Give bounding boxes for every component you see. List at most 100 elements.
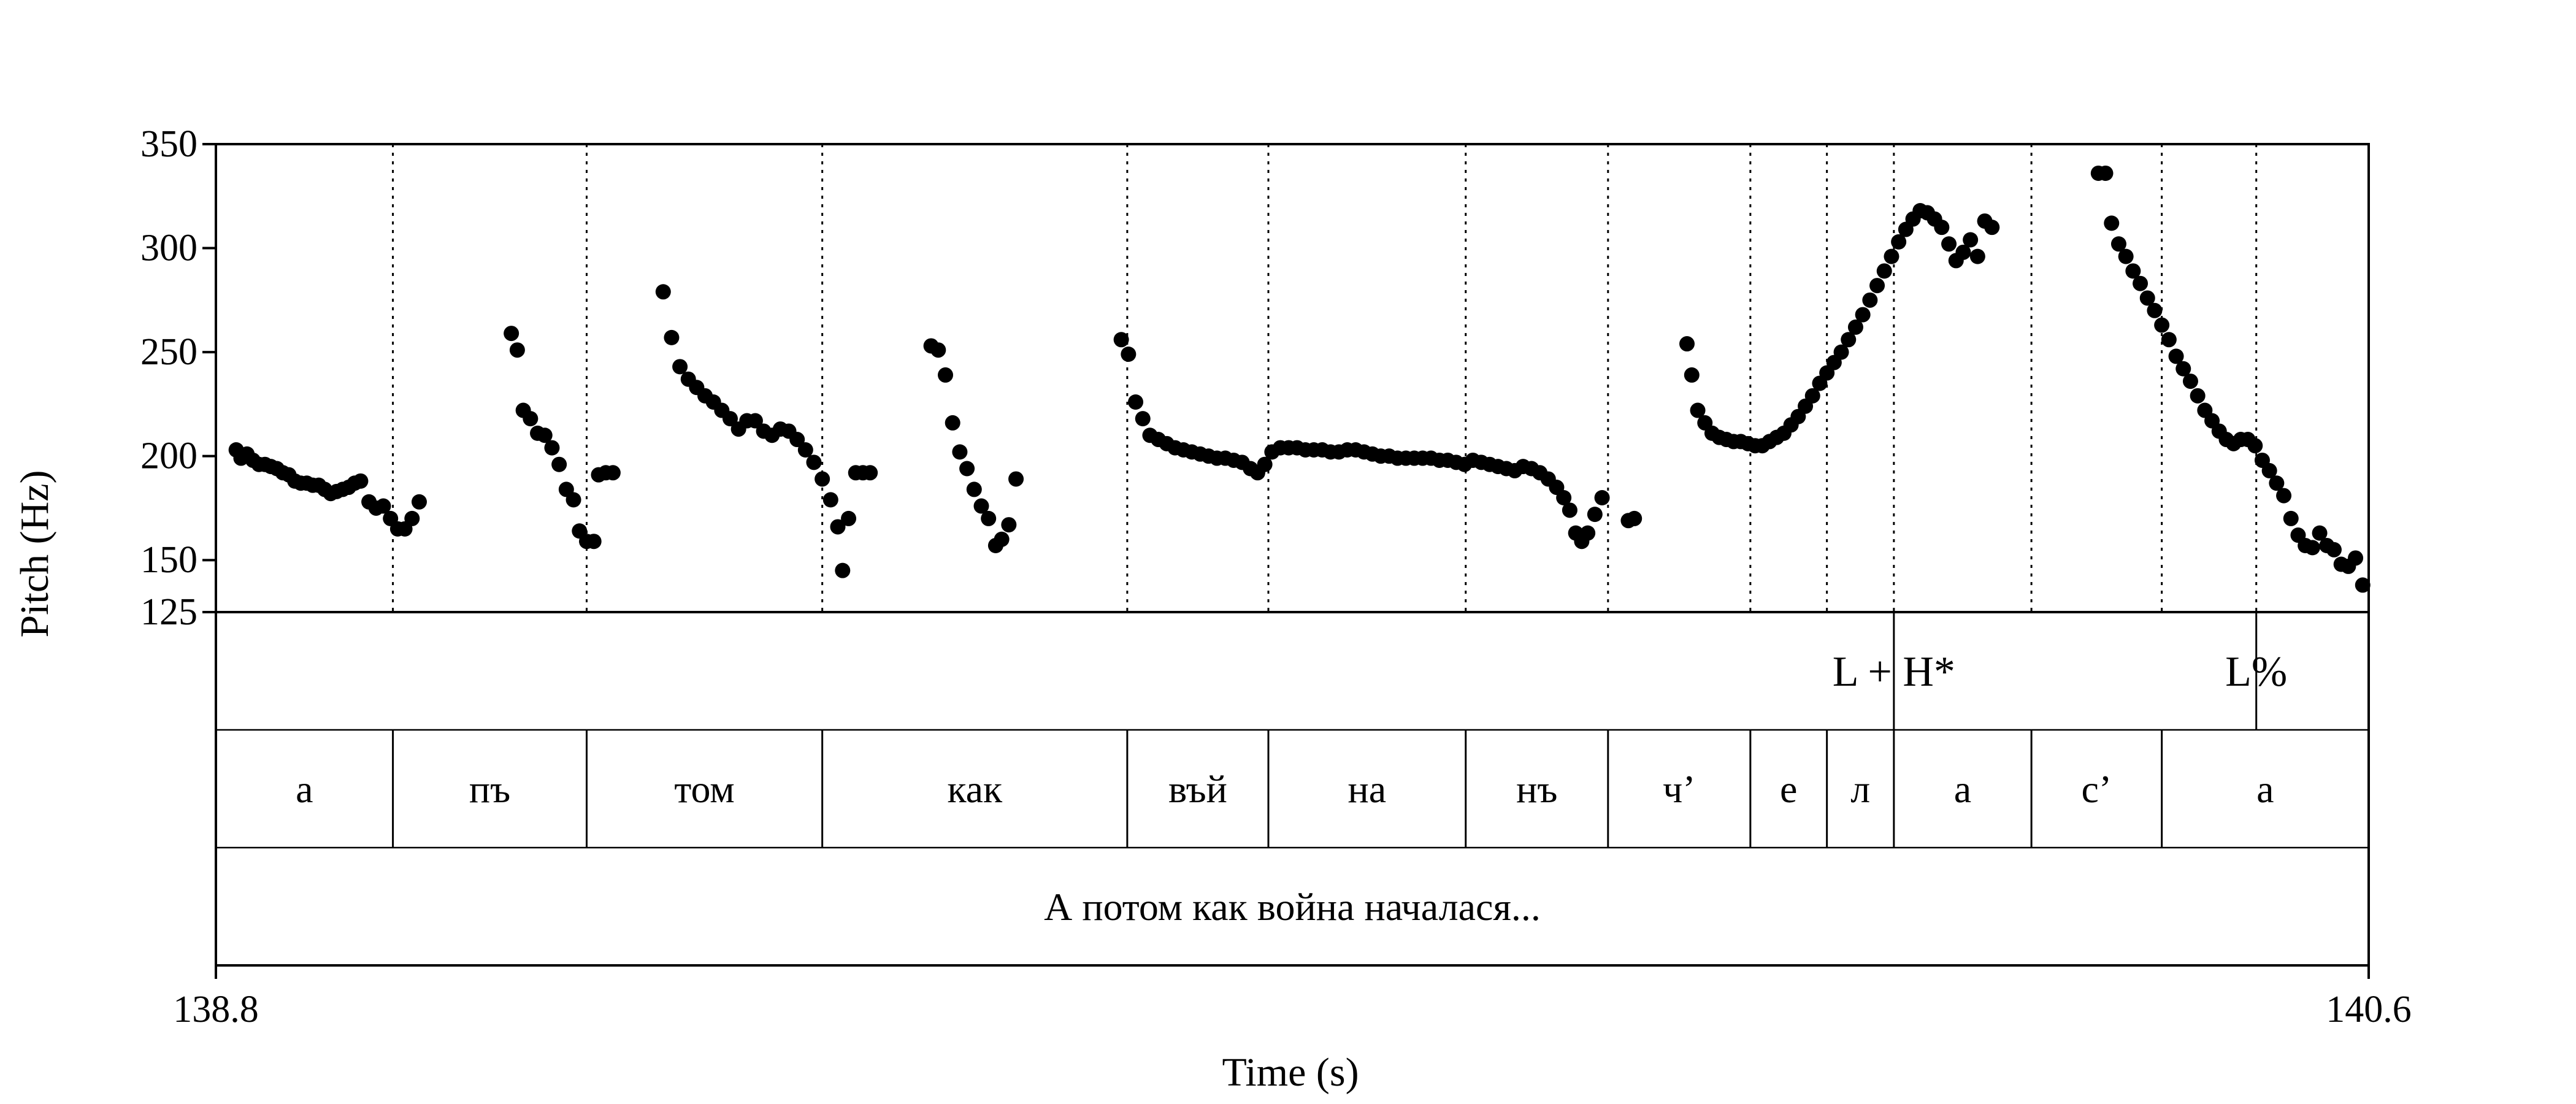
tone-tier: L + H* L% [1833, 612, 2287, 730]
y-tick-label: 350 [140, 123, 197, 165]
plot-frame [215, 143, 2370, 967]
pitch-point [412, 494, 427, 510]
pitch-point [994, 531, 1010, 547]
y-tick-label: 200 [140, 435, 197, 477]
pitch-point [1128, 394, 1144, 410]
pitch-point [1001, 517, 1017, 533]
pitch-point [565, 492, 581, 508]
pitch-point [1869, 278, 1885, 294]
pitch-point [1804, 388, 1820, 404]
pitch-point [1008, 471, 1024, 487]
pitch-point [1562, 502, 1577, 518]
pitch-point [1135, 411, 1151, 427]
pitch-point [2175, 361, 2191, 377]
pitch-point [806, 454, 822, 470]
pitch-point [1876, 263, 1892, 279]
pitch-point [551, 456, 567, 472]
segment-tier: а пъ том как въй на нъ ч’ е л а с’ а [296, 730, 2274, 848]
segment-label: а [1954, 767, 1971, 811]
pitch-point [523, 411, 539, 427]
segment-label: пъ [469, 767, 510, 811]
pitch-point [2276, 488, 2292, 504]
pitch-point [830, 519, 846, 535]
pitch-point [723, 411, 738, 427]
segment-label: л [1850, 767, 1870, 811]
pitch-point [664, 329, 680, 345]
segment-label: е [1780, 767, 1797, 811]
pitch-point [2168, 348, 2184, 364]
pitch-point [2133, 275, 2149, 291]
pitch-point [2312, 525, 2328, 541]
segment-label: нъ [1516, 767, 1557, 811]
pitch-point [1121, 347, 1137, 362]
pitch-point [822, 492, 838, 508]
boundary-lines [392, 144, 2258, 612]
y-tick-label: 125 [140, 591, 197, 633]
pitch-point [1580, 525, 1596, 541]
pitch-point [952, 444, 968, 460]
pitch-point [841, 510, 857, 526]
pitch-point [509, 342, 525, 358]
pitch-point [2355, 577, 2371, 593]
pitch-point [1113, 332, 1129, 348]
pitch-point [1969, 248, 1985, 264]
tone-label: L% [2225, 648, 2287, 696]
pitch-point [2139, 290, 2155, 306]
pitch-point [605, 465, 621, 481]
pitch-point [2261, 462, 2277, 478]
pitch-point [2110, 236, 2126, 252]
pitch-point [945, 415, 960, 431]
pitch-point [1627, 510, 1643, 526]
pitch-point [2161, 332, 2177, 348]
pitch-point [966, 481, 982, 497]
segment-label: том [674, 767, 734, 811]
segment-label: въй [1168, 767, 1227, 811]
pitch-point [2247, 438, 2263, 454]
pitch-point [789, 432, 805, 448]
pitch-point [1690, 402, 1706, 418]
segment-label: с’ [2082, 767, 2112, 811]
y-axis-title: Pitch (Hz) [12, 470, 57, 637]
pitch-point [1941, 236, 1957, 252]
pitch-point [375, 498, 391, 514]
pitch-point [2182, 374, 2198, 389]
pitch-point [1884, 248, 1899, 264]
x-tick-label: 140.6 [2326, 989, 2412, 1030]
pitch-point [2147, 302, 2163, 318]
pitch-point [1679, 336, 1695, 352]
pitch-point [655, 284, 671, 300]
pitch-point [1984, 220, 2000, 236]
pitch-point [1556, 489, 1572, 505]
pitch-point [2098, 165, 2114, 181]
pitch-point [2304, 540, 2320, 556]
pitch-point [2283, 510, 2299, 526]
pitch-point [353, 473, 369, 489]
segment-label: а [2256, 767, 2274, 811]
pitch-point [1684, 367, 1700, 383]
segment-label: на [1348, 767, 1387, 811]
x-tick-label: 138.8 [173, 989, 259, 1030]
pitch-panel-border [215, 143, 2370, 613]
segment-label: как [947, 767, 1003, 811]
y-tick-label: 300 [140, 228, 197, 269]
pitch-point [2326, 542, 2342, 558]
pitch-point [1934, 220, 1950, 236]
pitch-point [1963, 232, 1979, 248]
utterance-tier: А потом как война началася... [1044, 885, 1541, 929]
pitch-point [797, 442, 813, 458]
pitch-point [2269, 475, 2285, 491]
pitch-point [959, 461, 975, 477]
pitch-point [815, 471, 830, 487]
pitch-point [672, 359, 688, 375]
pitch-point [1955, 244, 1971, 260]
tone-label: L + H* [1833, 648, 1955, 696]
pitch-point [862, 465, 878, 481]
pitch-series [228, 165, 2371, 593]
pitch-point [2348, 550, 2364, 566]
pitch-point [1847, 319, 1863, 335]
pitch-point [2104, 215, 2120, 231]
y-axis: 125 150 200 250 300 350 [140, 123, 216, 633]
pitch-point [930, 342, 946, 358]
segment-label: а [296, 767, 313, 811]
